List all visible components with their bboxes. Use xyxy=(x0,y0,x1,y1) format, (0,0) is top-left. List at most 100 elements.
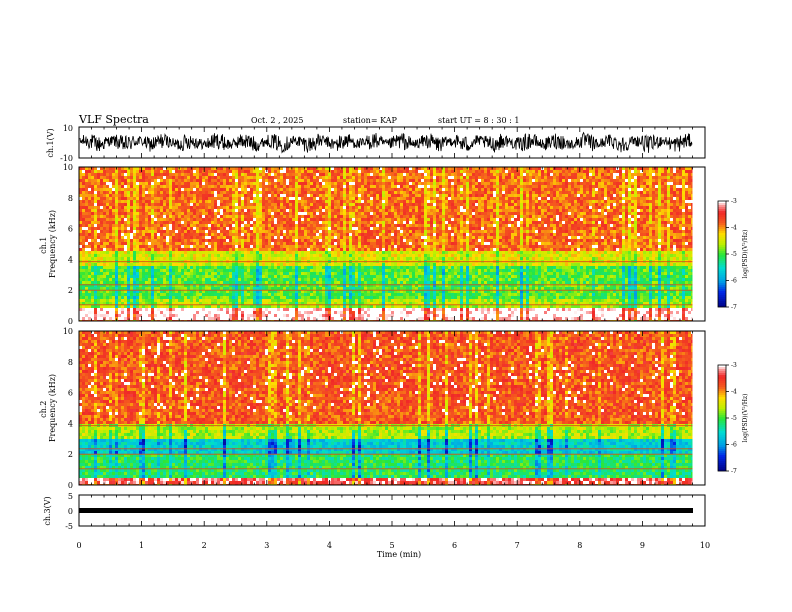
spectrogram-cell xyxy=(151,212,154,215)
spectrogram-cell xyxy=(97,248,100,251)
spectrogram-cell xyxy=(133,287,136,290)
spectrogram-cell xyxy=(82,245,85,248)
spectrogram-cell xyxy=(139,251,142,254)
spectrogram-cell xyxy=(103,176,106,179)
spectrogram-cell xyxy=(109,203,112,206)
spectrogram-cell xyxy=(112,242,115,245)
spectrogram-cell xyxy=(115,194,118,197)
spectrogram-cell xyxy=(100,182,103,185)
spectrogram-cell xyxy=(82,206,85,209)
spectrogram-cell xyxy=(142,305,145,308)
spectrogram-cell xyxy=(160,311,163,314)
spectrogram-cell xyxy=(151,170,154,173)
spectrogram-cell xyxy=(163,194,166,197)
spectrogram-cell xyxy=(88,218,91,221)
spectrogram-cell xyxy=(115,191,118,194)
spectrogram-cell xyxy=(139,197,142,200)
spectrogram-cell xyxy=(85,293,88,296)
spectrogram-cell xyxy=(85,176,88,179)
spectrogram-cell xyxy=(124,278,127,281)
spectrogram-cell xyxy=(127,293,130,296)
spectrogram-cell xyxy=(106,224,109,227)
spectrogram-cell xyxy=(154,179,157,182)
spectrogram-cell xyxy=(91,254,94,257)
spectrogram-cell xyxy=(85,236,88,239)
spectrogram-cell xyxy=(115,170,118,173)
spectrogram-cell xyxy=(169,176,172,179)
spectrogram-cell xyxy=(91,311,94,314)
spectrogram-cell xyxy=(139,179,142,182)
spectrogram-cell xyxy=(136,209,139,212)
spectrogram-cell xyxy=(100,308,103,311)
spectrogram-cell xyxy=(118,257,121,260)
spectrogram-cell xyxy=(142,197,145,200)
spectrogram-cell xyxy=(148,221,151,224)
spectrogram-cell xyxy=(163,272,166,275)
spectrogram-cell xyxy=(106,218,109,221)
spectrogram-cell xyxy=(115,221,118,224)
spectrogram-cell xyxy=(112,311,115,314)
spectrogram-cell xyxy=(91,200,94,203)
spectrogram-cell xyxy=(160,299,163,302)
spectrogram-cell xyxy=(133,275,136,278)
spectrogram-cell xyxy=(82,212,85,215)
spectrogram-cell xyxy=(163,206,166,209)
spectrogram-cell xyxy=(82,191,85,194)
spectrogram-cell xyxy=(163,293,166,296)
spectrogram-cell xyxy=(121,278,124,281)
spectrogram-cell xyxy=(130,317,133,320)
spectrogram-cell xyxy=(136,266,139,269)
spectrogram-cell xyxy=(136,305,139,308)
spectrogram-cell xyxy=(163,182,166,185)
spectrogram-cell xyxy=(139,269,142,272)
spectrogram-cell xyxy=(118,203,121,206)
spectrogram-cell xyxy=(100,239,103,242)
spectrogram-cell xyxy=(106,317,109,320)
spectrogram-cell xyxy=(148,233,151,236)
spectrogram-cell xyxy=(142,218,145,221)
spectrogram-cell xyxy=(109,269,112,272)
spectrogram-cell xyxy=(124,248,127,251)
spectrogram-cell xyxy=(169,209,172,212)
spectrogram-cell xyxy=(115,299,118,302)
spectrogram-cell xyxy=(151,269,154,272)
spectrogram-cell xyxy=(103,212,106,215)
spectrogram-cell xyxy=(136,317,139,320)
spectrogram-cell xyxy=(130,203,133,206)
spectrogram-cell xyxy=(88,209,91,212)
spectrogram-cell xyxy=(154,257,157,260)
spectrogram-cell xyxy=(94,188,97,191)
spectrogram-cell xyxy=(130,239,133,242)
spectrogram-cell xyxy=(115,200,118,203)
spectrogram-cell xyxy=(106,308,109,311)
spectrogram-cell xyxy=(157,179,160,182)
spectrogram-cell xyxy=(145,311,148,314)
spectrogram-cell xyxy=(163,281,166,284)
spectrogram-cell xyxy=(88,233,91,236)
spectrogram-cell xyxy=(136,194,139,197)
spectrogram-cell xyxy=(124,242,127,245)
spectrogram-cell xyxy=(121,197,124,200)
spectrogram-cell xyxy=(85,272,88,275)
spectrogram-cell xyxy=(154,233,157,236)
spectrogram-cell xyxy=(139,230,142,233)
spectrogram-cell xyxy=(94,224,97,227)
spectrogram-cell xyxy=(127,278,130,281)
spectrogram-cell xyxy=(157,314,160,317)
spectrogram-cell xyxy=(166,233,169,236)
spectrogram-cell xyxy=(127,305,130,308)
spectrogram-cell xyxy=(130,287,133,290)
spectrogram-cell xyxy=(142,215,145,218)
ch1-ytick-bottom: -10 xyxy=(60,154,73,163)
spectrogram-cell xyxy=(166,185,169,188)
spectrogram-cell xyxy=(118,236,121,239)
spectrogram-cell xyxy=(160,242,163,245)
spectrogram-cell xyxy=(82,227,85,230)
spectrogram-cell xyxy=(133,227,136,230)
spectrogram-cell xyxy=(103,239,106,242)
spectrogram-cell xyxy=(145,248,148,251)
spectrogram-cell xyxy=(118,299,121,302)
header-station: station= KAP xyxy=(343,116,398,125)
spectrogram-cell xyxy=(118,248,121,251)
spectrogram-cell xyxy=(103,287,106,290)
